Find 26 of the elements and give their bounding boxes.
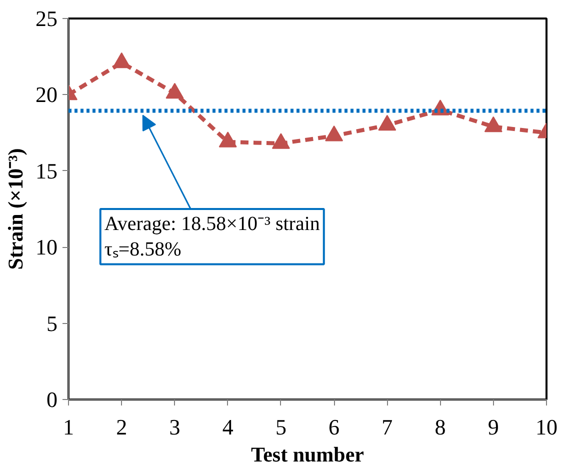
y-tick-label: 10 bbox=[36, 234, 58, 260]
point bbox=[378, 114, 396, 131]
point bbox=[325, 126, 344, 142]
x-tick-label: 10 bbox=[536, 414, 558, 440]
y-tick-label: 15 bbox=[36, 158, 58, 184]
x-tick-label: 2 bbox=[116, 414, 128, 440]
point bbox=[484, 116, 502, 132]
point bbox=[112, 52, 131, 68]
x-tick-label: 1 bbox=[63, 414, 74, 440]
x-tick-label: 7 bbox=[382, 414, 393, 440]
y-tick-label: 5 bbox=[46, 310, 58, 336]
x-tick-label: 6 bbox=[328, 414, 340, 440]
x-tick-label: 3 bbox=[169, 414, 180, 440]
annotation: Average: 18.58×10⁻³ strain τₛ=8.58% bbox=[104, 213, 320, 260]
x-tick-label: 8 bbox=[434, 414, 446, 440]
x-axis-title: Test number bbox=[251, 442, 364, 466]
y-tick-label: 0 bbox=[46, 387, 58, 412]
x-tick-label: 5 bbox=[275, 414, 286, 440]
x-tick-label: 4 bbox=[222, 414, 234, 440]
y-axis-title: Strain (×10⁻³) bbox=[4, 148, 28, 270]
point bbox=[272, 133, 290, 149]
point bbox=[166, 82, 184, 99]
y-tick-label: 25 bbox=[36, 6, 58, 31]
point bbox=[218, 132, 237, 148]
y-tick-label: 20 bbox=[36, 82, 58, 108]
x-tick-label: 9 bbox=[488, 414, 499, 440]
